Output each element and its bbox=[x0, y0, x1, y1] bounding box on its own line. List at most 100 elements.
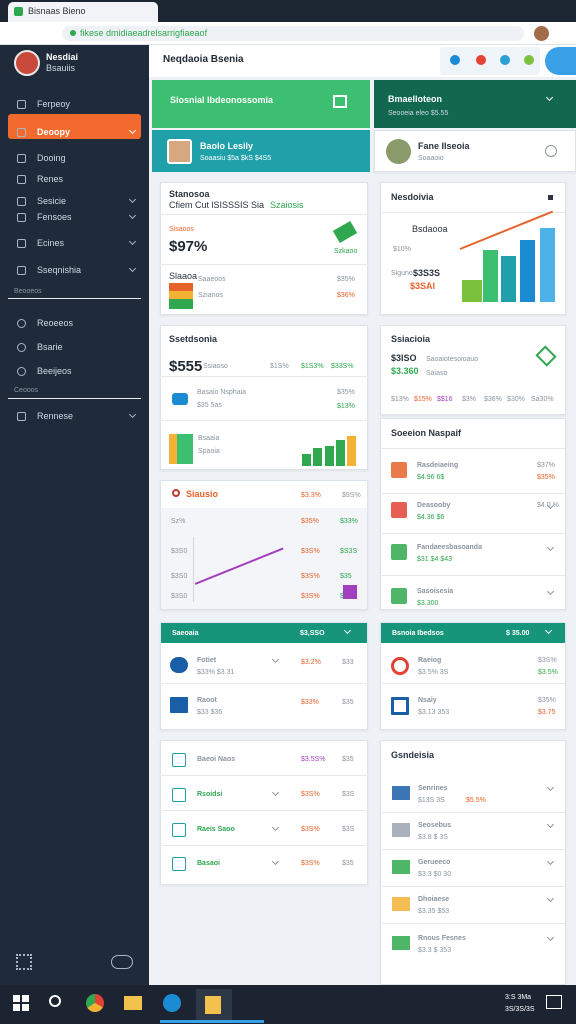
url-field[interactable] bbox=[62, 26, 524, 41]
divider bbox=[160, 810, 368, 811]
bar-illustration bbox=[302, 454, 311, 466]
menu-item[interactable]: Ecines bbox=[37, 238, 65, 248]
menu-item[interactable]: Sesicie bbox=[37, 196, 67, 206]
profile-name: Baolo Lesily bbox=[200, 141, 254, 151]
item-detail: $35 5as bbox=[197, 402, 222, 409]
card bbox=[160, 740, 368, 885]
toolbar-icon[interactable] bbox=[524, 55, 534, 65]
card bbox=[380, 325, 566, 415]
toolbar-icon[interactable] bbox=[500, 55, 510, 65]
row-text: $3.8 $ 3S bbox=[418, 834, 448, 841]
stat: $30% bbox=[507, 396, 525, 403]
toolbar-icon[interactable] bbox=[476, 55, 486, 65]
menu-dot[interactable] bbox=[548, 195, 553, 200]
bar-illustration bbox=[501, 256, 516, 302]
stat-value: $97% bbox=[169, 238, 208, 255]
row-title: Basaoi bbox=[197, 860, 220, 867]
row-value: $3S bbox=[342, 826, 355, 833]
app-icon[interactable] bbox=[163, 994, 181, 1012]
divider bbox=[380, 533, 566, 534]
divider bbox=[380, 212, 566, 213]
new-tab[interactable] bbox=[164, 5, 176, 17]
menu-item[interactable]: Ferpeoy bbox=[37, 99, 71, 109]
stat: $13% bbox=[337, 403, 355, 410]
row-detail: $3.13 353 bbox=[418, 709, 450, 716]
menu-item[interactable]: Fensoes bbox=[37, 212, 72, 222]
avatar bbox=[386, 139, 411, 164]
divider bbox=[380, 812, 566, 813]
row-text: $4.0 % bbox=[537, 502, 559, 509]
active-item[interactable] bbox=[8, 114, 141, 139]
toggle[interactable] bbox=[111, 955, 133, 969]
tab[interactable] bbox=[8, 2, 158, 22]
card-title: Bsnoia Ibedsos bbox=[392, 630, 444, 637]
search-button[interactable] bbox=[49, 995, 61, 1007]
row-text: Rnous Fesnes bbox=[418, 935, 466, 942]
menu-item[interactable]: Bsarie bbox=[37, 342, 63, 352]
row-value: $3S bbox=[342, 791, 355, 798]
row-icon bbox=[170, 657, 188, 673]
search-button[interactable] bbox=[545, 47, 576, 75]
toolbar-icon[interactable] bbox=[450, 55, 460, 65]
row-text: $35% bbox=[301, 518, 319, 525]
tab-title[interactable]: Bisnaas Bieno bbox=[28, 6, 86, 16]
row-text: $37% bbox=[537, 462, 555, 469]
menu-icon bbox=[17, 412, 26, 421]
notification-icon[interactable] bbox=[546, 995, 562, 1009]
menu-item[interactable]: Sseqnishia bbox=[37, 265, 82, 275]
divider bbox=[160, 775, 368, 776]
row-value: $3.5% bbox=[538, 669, 558, 676]
row-icon bbox=[392, 823, 410, 837]
app-icon[interactable] bbox=[205, 996, 221, 1014]
row-value: $33 bbox=[342, 659, 354, 666]
menu-icon bbox=[17, 239, 26, 248]
row-text: $3.300 bbox=[417, 600, 439, 607]
row-text: $4.96 6$ bbox=[417, 474, 445, 481]
bar-illustration bbox=[313, 448, 322, 466]
url[interactable]: fikese dmidiaeadrelsarrigfiaeaof bbox=[80, 28, 208, 38]
divider bbox=[380, 448, 566, 449]
app-icon[interactable] bbox=[124, 996, 142, 1010]
menu-item[interactable]: Renes bbox=[37, 174, 64, 184]
row-text: $3S0 bbox=[171, 593, 188, 600]
start-button[interactable] bbox=[13, 995, 29, 1011]
divider bbox=[160, 845, 368, 846]
row-text: Rasdeiaeing bbox=[417, 462, 459, 469]
row-icon bbox=[392, 786, 410, 800]
row-value: $3S% bbox=[538, 657, 557, 664]
menu-item[interactable]: Rennese bbox=[37, 411, 74, 421]
row-icon bbox=[172, 857, 186, 871]
row-value: $35 bbox=[342, 860, 354, 867]
menu-item[interactable]: Beeijeos bbox=[37, 366, 72, 376]
row-value: $35% bbox=[538, 697, 556, 704]
card bbox=[160, 325, 368, 470]
profile-avatar[interactable] bbox=[534, 26, 549, 41]
axis-label: $10% bbox=[393, 246, 411, 253]
stat-caption: Saoaiotesoioauo bbox=[426, 356, 479, 363]
row-detail: $3.5% 3S bbox=[418, 669, 449, 676]
status-icon[interactable] bbox=[545, 145, 557, 157]
menu-icon bbox=[17, 154, 26, 163]
row-text: Szianos bbox=[198, 292, 223, 299]
menu-item[interactable]: Reoeeos bbox=[37, 318, 74, 328]
app-icon[interactable] bbox=[86, 994, 104, 1012]
card bbox=[374, 130, 576, 172]
menu-icon bbox=[17, 100, 26, 109]
settings-icon[interactable] bbox=[16, 954, 32, 970]
row-text: $S3S bbox=[340, 548, 358, 555]
bar-illustration bbox=[520, 240, 535, 302]
menu-icon bbox=[17, 175, 26, 184]
lock-icon bbox=[70, 30, 76, 36]
row-text: $3S% bbox=[301, 573, 320, 580]
menu-item[interactable]: Dooing bbox=[37, 153, 66, 163]
row-icon bbox=[391, 657, 409, 675]
row-text: $3S% bbox=[301, 593, 320, 600]
divider bbox=[380, 849, 566, 850]
row-title: Raeis Saoo bbox=[197, 826, 235, 833]
card bbox=[160, 182, 368, 315]
card bbox=[380, 740, 566, 985]
row-text: $3S0 bbox=[171, 573, 188, 580]
row-icon bbox=[391, 462, 407, 478]
menu-item[interactable]: Deoopy bbox=[37, 127, 71, 137]
